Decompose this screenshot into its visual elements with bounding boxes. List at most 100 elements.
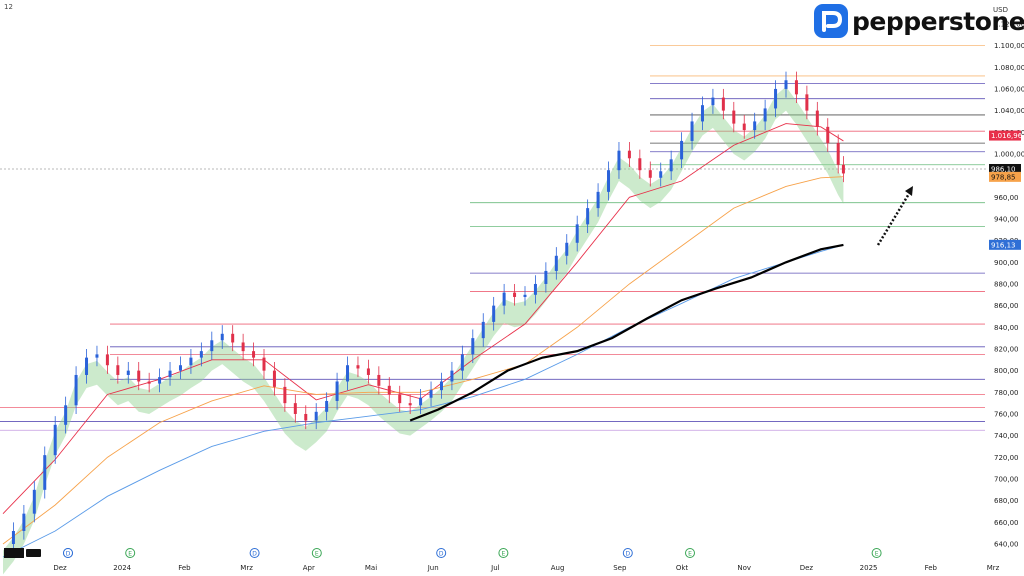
y-tick-label: 940,00	[994, 215, 1019, 223]
event-letter: D	[66, 551, 71, 558]
candle-body	[711, 97, 715, 106]
y-axis: 640,00 660,00 680,00 700,00 720,00 740,00 760,…	[994, 20, 1024, 548]
price-tag: 986,10	[989, 163, 1021, 174]
candle-body	[252, 351, 256, 358]
candle-body	[356, 365, 360, 369]
event-marker: E	[311, 548, 322, 558]
candle-body	[554, 255, 558, 271]
price-tag-box	[989, 239, 1021, 250]
event-circle	[249, 548, 260, 558]
event-letter: D	[252, 551, 257, 558]
candle-body	[398, 394, 402, 404]
candle-body	[387, 385, 391, 395]
arrow-head	[905, 186, 913, 196]
candle-body	[74, 374, 78, 406]
price-tag: 978,85	[989, 171, 1021, 182]
x-tick-label: Apr	[303, 564, 315, 572]
x-tick-label: Okt	[676, 564, 689, 572]
candle-body	[126, 370, 130, 375]
event-marker: D	[63, 548, 73, 558]
y-tick-label: 1.000,00	[994, 150, 1024, 158]
candle-body	[774, 88, 778, 109]
series-line-trend	[409, 243, 844, 422]
x-tick-label: 2024	[113, 564, 131, 572]
candle-body	[293, 403, 297, 414]
pepperstone-icon	[814, 4, 848, 38]
candle-body	[669, 159, 673, 172]
candle-body	[314, 411, 318, 421]
candle-body	[450, 370, 454, 382]
event-marker: D	[249, 548, 260, 558]
candle-body	[638, 158, 642, 171]
candle-body	[836, 143, 840, 165]
x-tick-label: Jul	[490, 564, 500, 572]
event-circle	[871, 548, 882, 558]
tv-pro-icon	[4, 548, 41, 558]
candle-body	[178, 365, 182, 371]
candle-body	[492, 305, 496, 322]
candle-body	[826, 126, 830, 144]
y-tick-label: 760,00	[994, 410, 1019, 418]
candle-body	[700, 105, 704, 122]
event-letter: D	[625, 551, 630, 558]
candle-body	[105, 354, 109, 366]
event-circle	[63, 548, 73, 558]
candle-body	[471, 338, 475, 355]
y-tick-label: 720,00	[994, 454, 1019, 462]
y-tick-label: 740,00	[994, 432, 1019, 440]
price-tag-box	[989, 171, 1021, 182]
candle-body	[607, 170, 611, 192]
series-line-ema-mid	[2, 176, 844, 545]
y-tick-label: 960,00	[994, 194, 1019, 202]
candle-body	[565, 242, 569, 256]
candle-body	[22, 513, 26, 531]
candle-body	[794, 80, 798, 95]
event-circle	[498, 548, 509, 558]
candle-body	[346, 365, 350, 382]
event-marker: E	[871, 548, 882, 558]
event-circle	[436, 548, 447, 558]
candle-body	[721, 97, 725, 111]
y-tick-label: 680,00	[994, 497, 1019, 505]
event-markers: DEDEDEDEDE	[63, 548, 882, 558]
price-tag-label: 986,10	[991, 165, 1016, 173]
candle-body	[753, 121, 757, 131]
candle-body	[586, 208, 590, 225]
candle-body	[627, 150, 631, 159]
candle-body	[659, 171, 663, 178]
event-marker: E	[498, 548, 509, 558]
candle-body	[11, 530, 15, 544]
ribbon-area	[3, 86, 844, 575]
price-tag-label: 978,85	[991, 173, 1016, 181]
candle-body	[596, 191, 600, 209]
candle-body	[32, 489, 36, 514]
candle-body	[137, 370, 141, 382]
brand-logo: pepperstone	[814, 4, 1024, 38]
candle-body	[805, 94, 809, 111]
candle-body	[95, 354, 99, 358]
x-tick-label: Mrz	[987, 564, 1000, 572]
arrow-shaft	[876, 191, 912, 246]
candle-body	[742, 123, 746, 131]
moving-average-ribbon	[3, 86, 844, 575]
candle-body	[617, 150, 621, 171]
candle-body	[220, 333, 224, 341]
candle-body	[377, 374, 381, 386]
y-tick-label: 900,00	[994, 259, 1019, 267]
y-tick-label: 1.060,00	[994, 85, 1024, 93]
x-tick-label: Mrz	[240, 564, 253, 572]
x-tick-label: Nov	[737, 564, 751, 572]
currency-label: USD	[993, 6, 1008, 14]
x-tick-label: Mai	[365, 564, 377, 572]
event-marker: D	[436, 548, 447, 558]
candle-body	[481, 321, 485, 339]
candle-body	[408, 403, 412, 406]
candle-body	[64, 405, 68, 425]
indicator-lines	[2, 123, 844, 558]
candle-body	[544, 270, 548, 284]
x-tick-label: Jun	[427, 564, 439, 572]
price-tag-box	[989, 130, 1021, 141]
